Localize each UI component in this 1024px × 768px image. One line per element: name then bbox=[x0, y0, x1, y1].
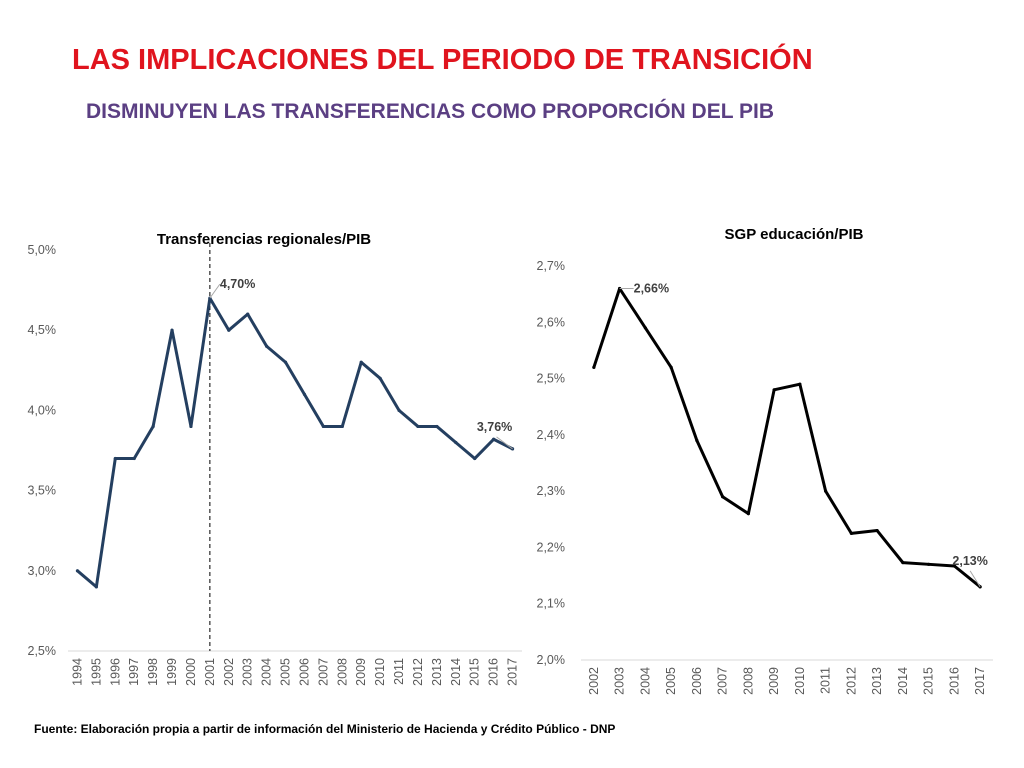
data-label: 4,70% bbox=[220, 277, 255, 291]
slide-subtitle: DISMINUYEN LAS TRANSFERENCIAS COMO PROPO… bbox=[86, 100, 774, 123]
x-tick-label: 1998 bbox=[146, 658, 160, 686]
data-point-2015 bbox=[473, 456, 477, 461]
data-point-2013 bbox=[435, 424, 439, 429]
x-tick-label: 2005 bbox=[279, 658, 293, 686]
x-tick-label: 2001 bbox=[203, 658, 217, 686]
x-tick-label: 2017 bbox=[506, 658, 520, 686]
data-point-2006 bbox=[302, 392, 307, 396]
x-tick-label: 2011 bbox=[392, 658, 406, 685]
x-tick-label: 2006 bbox=[297, 658, 311, 686]
data-point-2004 bbox=[265, 344, 269, 348]
data-point-1999 bbox=[170, 328, 174, 332]
data-point-1998 bbox=[151, 424, 155, 429]
data-point-2014 bbox=[454, 440, 458, 445]
x-tick-label: 2003 bbox=[241, 658, 255, 686]
data-point-2008 bbox=[340, 424, 344, 429]
data-point-2011 bbox=[397, 408, 401, 412]
data-point-2002 bbox=[227, 328, 231, 332]
annotation-leader bbox=[496, 436, 513, 450]
y-tick-label: 4,0% bbox=[28, 403, 57, 417]
annotation-leader bbox=[209, 283, 221, 299]
x-tick-label: 2002 bbox=[222, 658, 236, 686]
x-tick-label: 1999 bbox=[165, 658, 179, 686]
data-point-1996 bbox=[113, 456, 117, 461]
y-tick-label: 3,5% bbox=[28, 484, 57, 498]
x-tick-label: 2013 bbox=[430, 658, 444, 686]
x-tick-label: 2009 bbox=[354, 658, 368, 686]
x-tick-label: 1995 bbox=[89, 658, 103, 686]
y-tick-label: 4,5% bbox=[28, 323, 57, 337]
x-tick-label: 2010 bbox=[373, 658, 387, 686]
x-tick-label: 2000 bbox=[184, 658, 198, 686]
data-point-2010 bbox=[378, 376, 382, 380]
slide-title: LAS IMPLICACIONES DEL PERIODO DE TRANSIC… bbox=[72, 44, 813, 76]
y-tick-label: 3,0% bbox=[28, 564, 57, 578]
data-point-2012 bbox=[416, 424, 420, 429]
y-tick-label: 2,5% bbox=[28, 644, 57, 658]
x-tick-label: 1996 bbox=[108, 658, 122, 686]
data-point-2007 bbox=[321, 424, 325, 429]
x-tick-label: 2015 bbox=[468, 658, 482, 686]
source-note: Fuente: Elaboración propia a partir de i… bbox=[34, 722, 616, 736]
x-tick-label: 2007 bbox=[316, 658, 330, 686]
data-point-2000 bbox=[189, 424, 193, 429]
x-tick-label: 2014 bbox=[449, 658, 463, 686]
chart-title: Transferencias regionales/PIB bbox=[157, 231, 371, 248]
x-tick-label: 2012 bbox=[411, 658, 425, 686]
x-tick-label: 2004 bbox=[260, 658, 274, 686]
x-tick-label: 1997 bbox=[127, 658, 141, 686]
data-point-2016 bbox=[492, 437, 496, 441]
data-label: 3,76% bbox=[477, 420, 512, 434]
data-point-2005 bbox=[283, 360, 288, 364]
data-point-2003 bbox=[246, 312, 250, 316]
data-point-2009 bbox=[359, 360, 363, 364]
data-point-1995 bbox=[94, 585, 98, 589]
data-point-1997 bbox=[132, 456, 136, 461]
x-tick-label: 1994 bbox=[70, 658, 84, 686]
series-line bbox=[75, 296, 515, 589]
x-tick-label: 2008 bbox=[335, 658, 349, 686]
data-point-1994 bbox=[75, 569, 80, 573]
x-tick-label: 2016 bbox=[487, 658, 501, 686]
y-tick-label: 5,0% bbox=[28, 243, 57, 257]
